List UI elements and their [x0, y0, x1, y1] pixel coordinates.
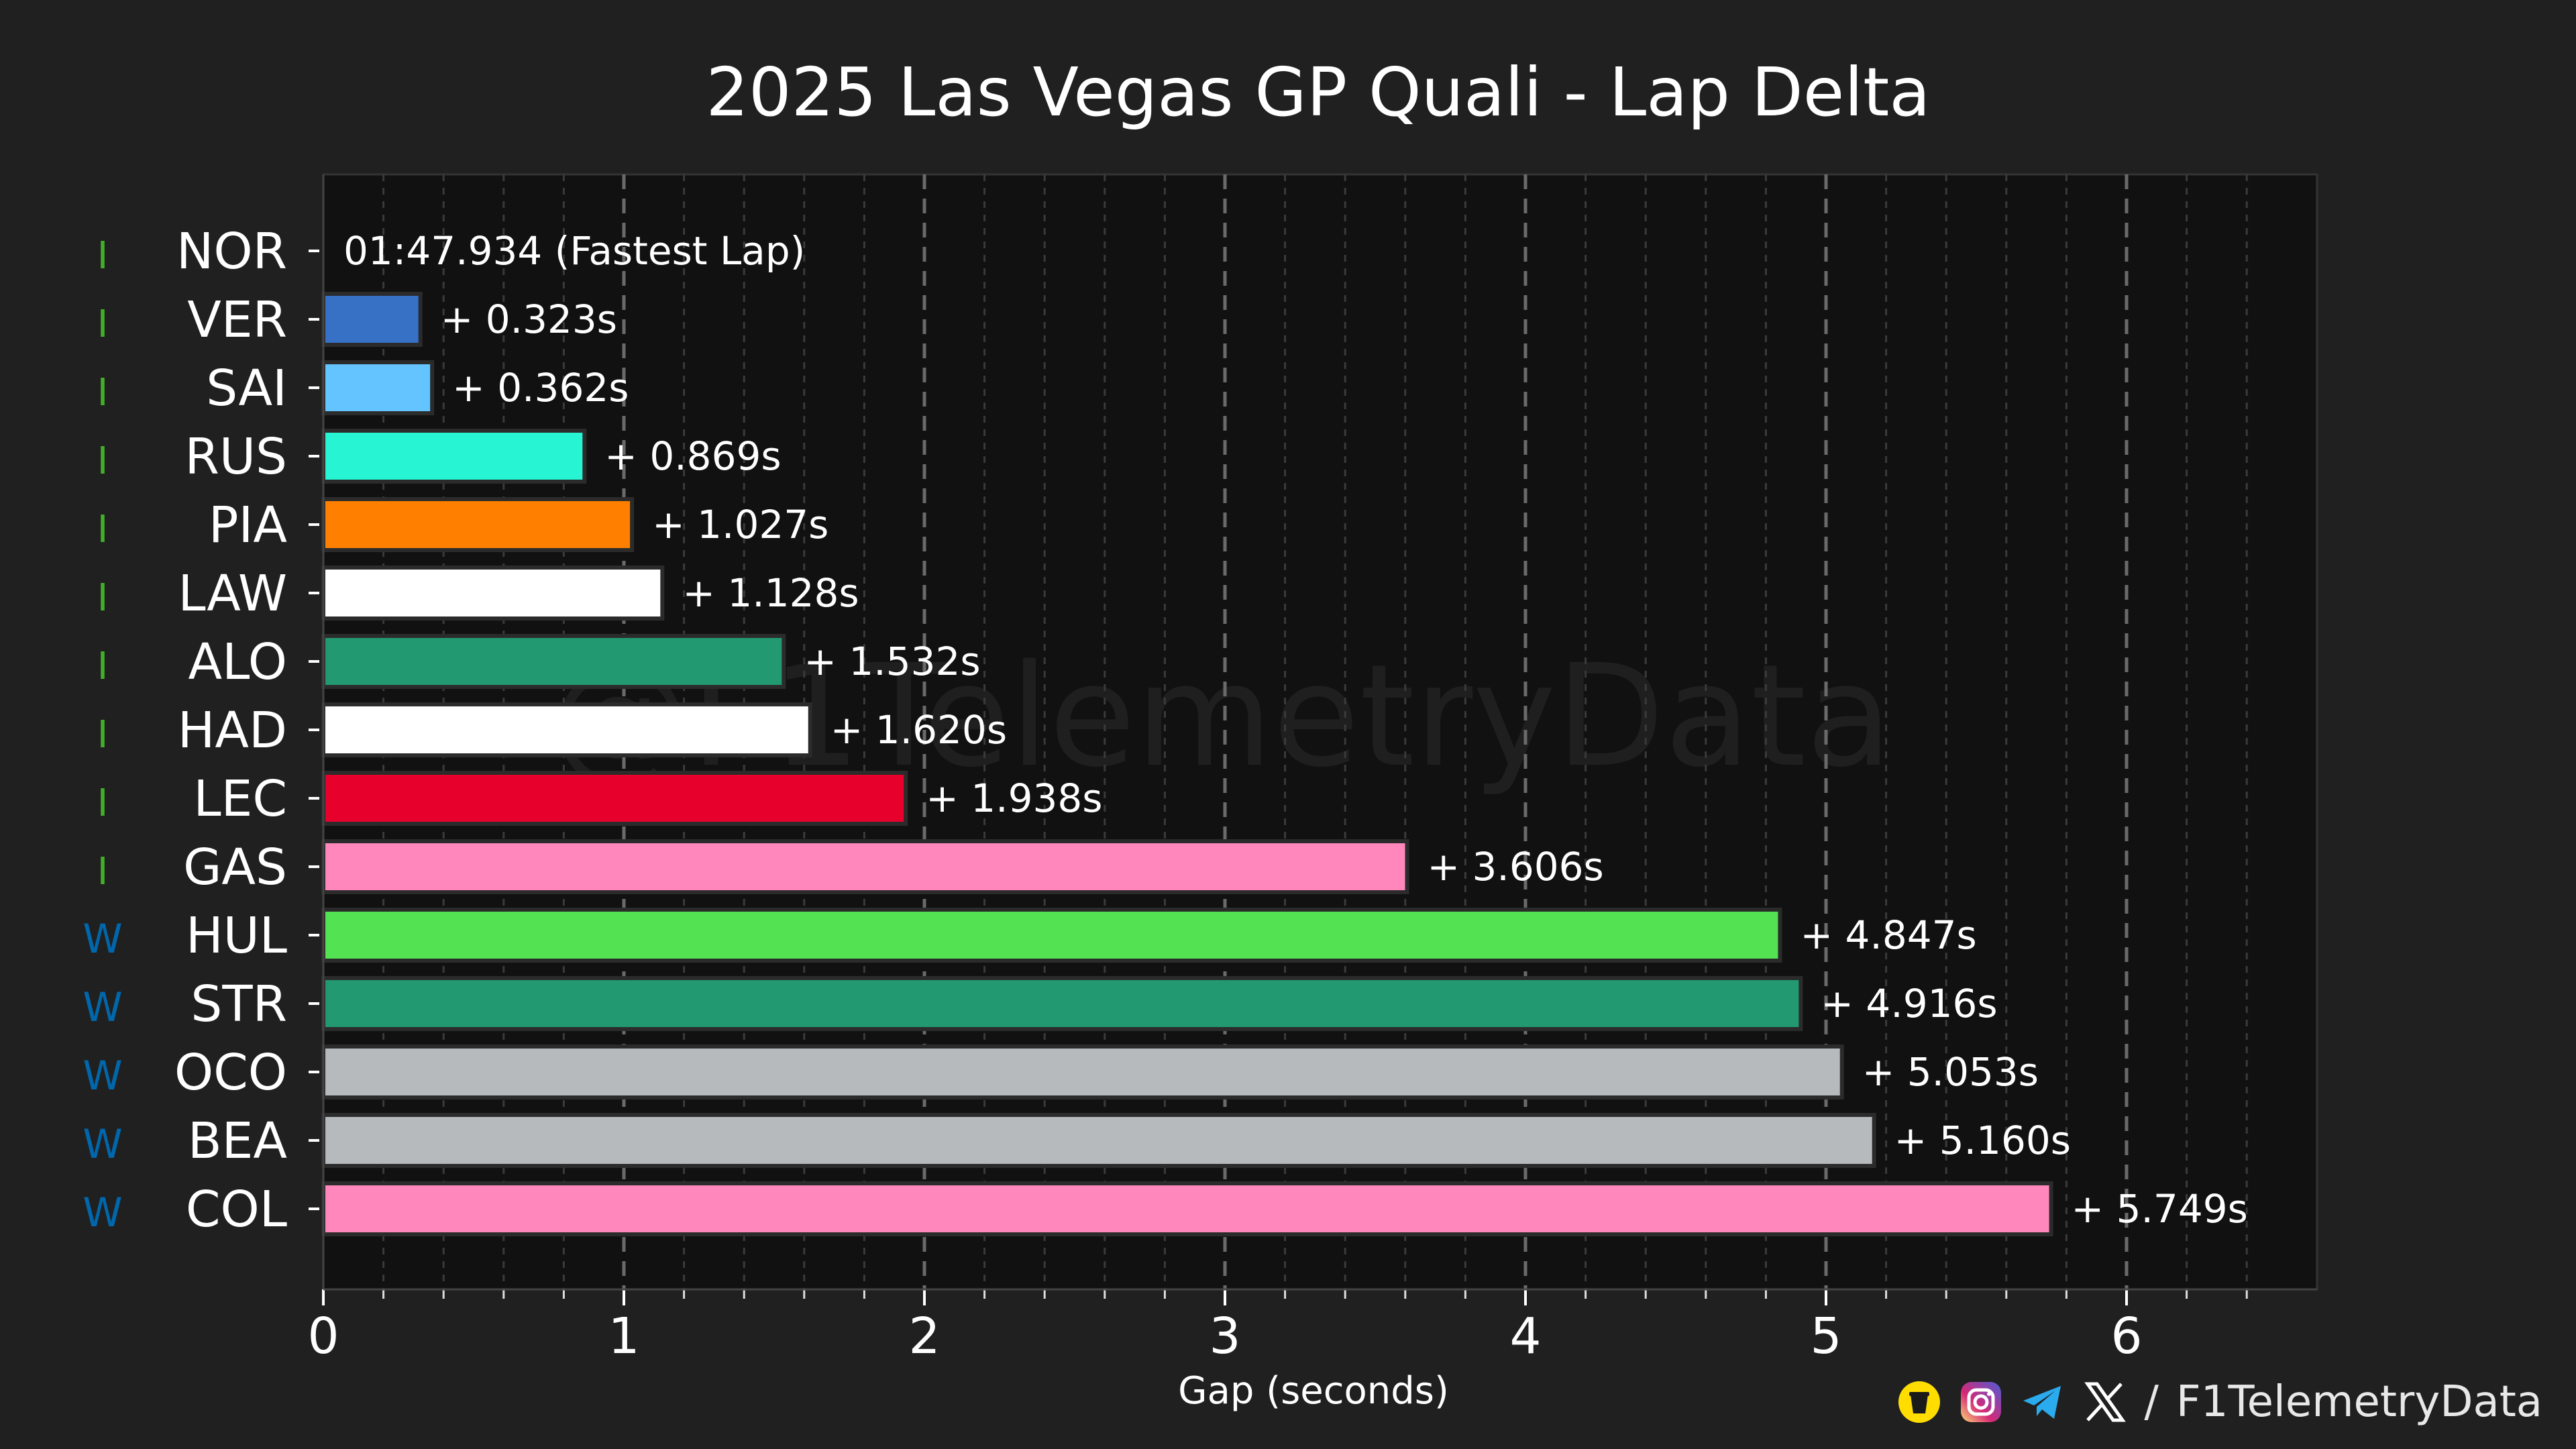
telegram-icon[interactable] — [2021, 1380, 2065, 1424]
value-label: + 5.053s — [1862, 1049, 2039, 1095]
value-label: + 3.606s — [1427, 844, 1603, 890]
x-tick-label: 5 — [1810, 1307, 1841, 1365]
bar-oco — [321, 1044, 1844, 1099]
driver-label: SAI — [206, 360, 287, 417]
tyre-label: I — [97, 713, 109, 757]
value-label: + 1.938s — [926, 775, 1102, 821]
bar-alo — [321, 634, 786, 689]
driver-label: HAD — [178, 702, 287, 759]
x-tick-label: 2 — [908, 1307, 940, 1365]
bar-sai — [321, 360, 435, 415]
chart-title: 2025 Las Vegas GP Quali - Lap Delta — [706, 53, 1930, 131]
bar-pia — [321, 497, 635, 552]
value-label: + 5.749s — [2072, 1186, 2248, 1232]
value-label: + 0.323s — [441, 297, 617, 342]
fastest-lap-label: 01:47.934 (Fastest Lap) — [343, 228, 805, 274]
tyre-label: I — [97, 576, 109, 620]
x-tick-label: 4 — [1509, 1307, 1541, 1365]
x-axis-label: Gap (seconds) — [1178, 1369, 1449, 1413]
tyre-label: I — [97, 645, 109, 688]
tyre-label: W — [83, 1189, 122, 1236]
footer-handle[interactable]: F1TelemetryData — [2176, 1377, 2542, 1427]
value-label: + 1.027s — [652, 502, 828, 547]
value-label: + 5.160s — [1894, 1118, 2071, 1163]
driver-label: PIA — [209, 496, 287, 554]
value-label: + 0.869s — [604, 433, 781, 479]
x-icon[interactable] — [2082, 1380, 2127, 1424]
footer: / F1TelemetryData — [1897, 1368, 2542, 1436]
value-label: + 1.128s — [682, 570, 859, 616]
driver-label: OCO — [174, 1044, 287, 1102]
bar-lec — [321, 771, 908, 826]
footer-separator: / — [2144, 1377, 2159, 1427]
value-label: + 0.362s — [452, 365, 629, 411]
tyre-label: W — [83, 984, 122, 1031]
bar-col — [321, 1181, 2053, 1236]
driver-label: VER — [187, 291, 287, 349]
tyre-label: W — [83, 1121, 122, 1168]
tyre-label: I — [97, 303, 109, 346]
bars-layer: 01:47.934 (Fastest Lap) + 0.323s + 0.362s +… — [321, 228, 2248, 1236]
tyre-label: I — [97, 371, 109, 415]
bar-had — [321, 702, 812, 757]
driver-label: GAS — [183, 839, 287, 896]
driver-label: BEA — [188, 1112, 288, 1170]
tyre-label: W — [83, 1053, 122, 1099]
bar-bea — [321, 1113, 1876, 1168]
bar-rus — [321, 429, 587, 484]
bar-law — [321, 566, 665, 621]
tyre-label: I — [97, 850, 109, 894]
bar-hul — [321, 908, 1782, 963]
x-tick-label: 3 — [1209, 1307, 1240, 1365]
value-label: + 4.847s — [1800, 912, 1976, 958]
driver-label: RUS — [184, 428, 287, 486]
grid-layer — [382, 174, 2248, 1289]
x-tick-label: 1 — [608, 1307, 639, 1365]
tyre-label: I — [97, 439, 109, 483]
driver-label: LAW — [178, 565, 287, 623]
x-tick-label: 6 — [2110, 1307, 2142, 1365]
tyre-label: I — [97, 508, 109, 551]
bar-gas — [321, 839, 1409, 894]
driver-label: LEC — [193, 770, 287, 828]
value-label: + 1.532s — [804, 639, 980, 684]
bar-ver — [321, 292, 423, 347]
tyre-label: I — [97, 234, 109, 278]
tyre-label: I — [97, 782, 109, 825]
value-label: + 4.916s — [1821, 981, 1997, 1026]
tyre-label: W — [83, 916, 122, 963]
driver-label: COL — [186, 1181, 287, 1238]
axis-layer: 0 1 2 3 4 5 6 NOR I VER I SAI I RUS I PIA I LAW I ALO I HAD I L… — [83, 174, 2317, 1365]
driver-label: HUL — [186, 907, 287, 965]
driver-label: NOR — [176, 223, 287, 280]
driver-label: STR — [191, 975, 287, 1033]
bar-str — [321, 976, 1803, 1031]
value-label: + 1.620s — [830, 707, 1007, 753]
x-tick-label: 0 — [307, 1307, 339, 1365]
buymeacoffee-icon[interactable] — [1897, 1380, 1941, 1424]
driver-label: ALO — [189, 633, 287, 691]
instagram-icon[interactable] — [1959, 1380, 2003, 1424]
